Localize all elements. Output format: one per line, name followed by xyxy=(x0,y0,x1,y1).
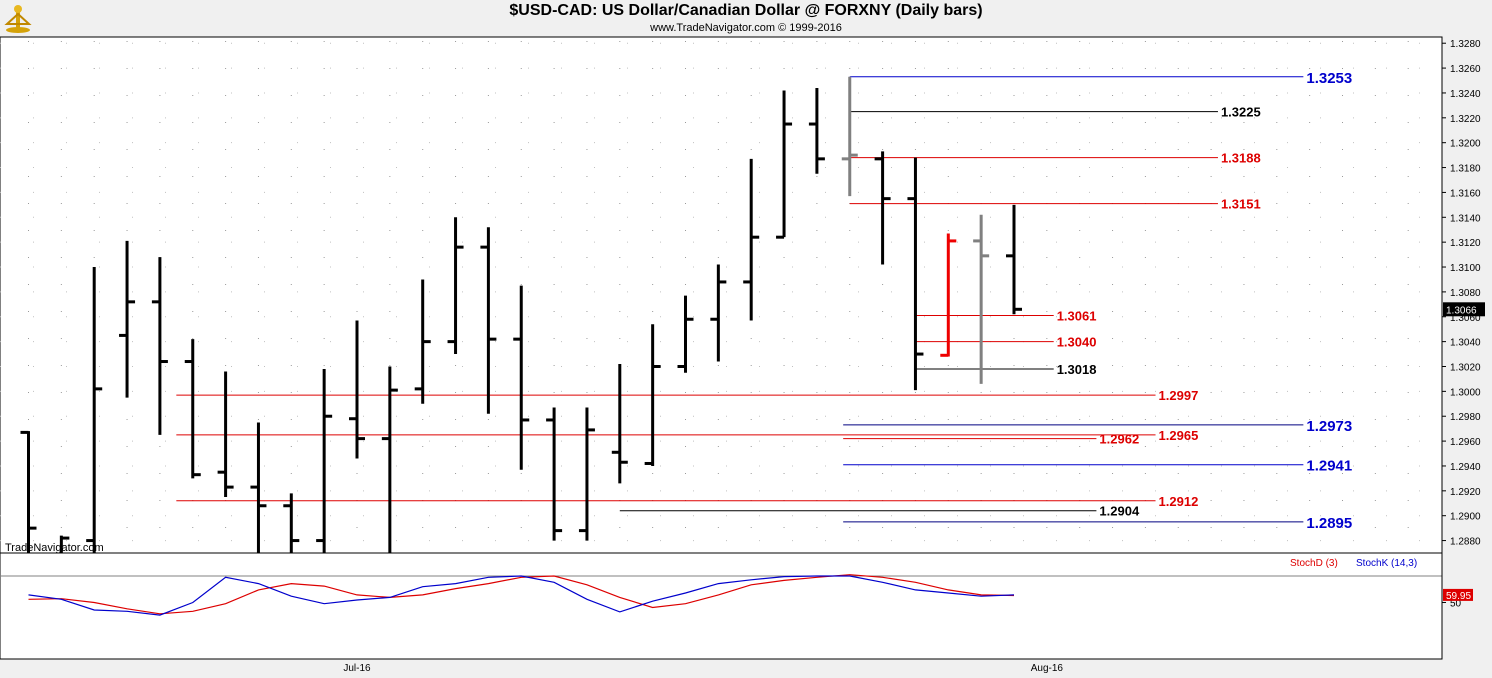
date-axis: Jul-16 Aug-16 xyxy=(343,663,1063,674)
level-label: 1.3188 xyxy=(1221,151,1261,166)
ohlc-bar xyxy=(414,279,431,404)
ohlc-bar xyxy=(217,371,234,498)
price-tick-label: 1.3000 xyxy=(1450,387,1481,398)
price-tick-label: 1.2900 xyxy=(1450,512,1481,523)
ohlc-bar xyxy=(513,285,530,470)
ohlc-bar xyxy=(644,324,661,466)
ohlc-bar xyxy=(250,422,267,553)
ohlc-bar xyxy=(59,535,70,553)
price-tick-label: 1.3200 xyxy=(1450,139,1481,150)
stoch-value-label: 59.95 xyxy=(1446,591,1471,602)
level-label: 1.3018 xyxy=(1057,362,1097,377)
stoch-k-legend: StochK (14,3) xyxy=(1356,558,1417,569)
price-bars xyxy=(20,76,1022,553)
chart-title: $USD-CAD: US Dollar/Canadian Dollar @ FO… xyxy=(509,2,983,19)
price-tick-label: 1.3280 xyxy=(1450,39,1481,50)
level-label: 1.2941 xyxy=(1306,458,1352,475)
price-tick-label: 1.3100 xyxy=(1450,263,1481,274)
level-label: 1.2904 xyxy=(1099,504,1140,519)
level-label: 1.3061 xyxy=(1057,309,1097,324)
ohlc-bar xyxy=(1006,204,1022,315)
price-tick-label: 1.3180 xyxy=(1450,164,1481,175)
ohlc-bar xyxy=(841,76,858,197)
ohlc-bar xyxy=(119,240,136,398)
ohlc-bar xyxy=(743,158,760,321)
level-label: 1.3040 xyxy=(1057,335,1097,350)
ohlc-bar xyxy=(381,366,398,553)
level-label: 1.2962 xyxy=(1099,432,1139,447)
stoch-tick-label: 50 xyxy=(1450,598,1462,609)
price-tick-label: 1.3240 xyxy=(1450,89,1481,100)
price-axis: 1.3280 1.3260 1.3240 1.3220 1.3200 1.3180 1.31… xyxy=(1442,39,1485,548)
tradenavigator-logo-icon xyxy=(3,2,33,39)
ohlc-bar xyxy=(480,227,497,414)
price-tick-label: 1.2920 xyxy=(1450,487,1481,498)
price-tick-label: 1.2980 xyxy=(1450,412,1481,423)
ohlc-bar xyxy=(611,364,628,484)
price-tick-label: 1.3040 xyxy=(1450,338,1481,349)
ohlc-bar xyxy=(184,339,201,479)
price-tick-label: 1.3060 xyxy=(1450,313,1481,324)
ohlc-bar xyxy=(283,493,300,553)
price-tick-label: 1.3220 xyxy=(1450,114,1481,125)
level-label: 1.3225 xyxy=(1221,105,1261,120)
date-label: Aug-16 xyxy=(1031,663,1064,674)
price-tick-label: 1.2940 xyxy=(1450,462,1481,473)
ohlc-bar xyxy=(546,407,563,541)
price-tick-label: 1.3260 xyxy=(1450,64,1481,75)
price-tick-label: 1.3120 xyxy=(1450,238,1481,249)
price-levels xyxy=(176,76,1304,523)
ohlc-bar xyxy=(677,295,694,373)
watermark: TradeNavigator.com xyxy=(5,542,104,554)
date-label: Jul-16 xyxy=(343,663,371,674)
ohlc-bar xyxy=(20,430,37,553)
ohlc-bar xyxy=(578,407,595,541)
stoch-k-line xyxy=(28,575,1015,616)
current-price-badge xyxy=(1443,302,1485,317)
level-label: 1.2965 xyxy=(1159,428,1199,443)
ohlc-bar xyxy=(973,214,990,384)
price-tick-label: 1.3160 xyxy=(1450,188,1481,199)
ohlc-bar xyxy=(151,257,168,435)
ohlc-bar xyxy=(86,267,103,553)
price-tick-label: 1.2880 xyxy=(1450,537,1481,548)
ohlc-bar xyxy=(940,233,957,357)
level-label: 1.3151 xyxy=(1221,197,1261,212)
ohlc-bar xyxy=(776,90,793,239)
level-label: 1.2912 xyxy=(1159,494,1199,509)
stoch-d-line xyxy=(28,574,1015,615)
ohlc-bar xyxy=(808,87,825,174)
chart-subtitle: www.TradeNavigator.com © 1999-2016 xyxy=(650,22,842,34)
level-label: 1.2895 xyxy=(1306,515,1352,532)
ohlc-bar xyxy=(316,368,333,553)
price-tick-label: 1.2960 xyxy=(1450,437,1481,448)
price-tick-label: 1.3020 xyxy=(1450,362,1481,373)
stoch-value-badge xyxy=(1443,588,1473,601)
ohlc-bar xyxy=(349,320,365,459)
price-panel-background xyxy=(0,36,1443,554)
level-label: 1.3253 xyxy=(1306,70,1352,87)
ohlc-bar xyxy=(710,264,727,362)
ohlc-bar xyxy=(874,151,891,265)
current-price-label: 1.3066 xyxy=(1446,305,1477,316)
price-tick-label: 1.3080 xyxy=(1450,288,1481,299)
level-label: 1.2973 xyxy=(1306,418,1352,435)
ohlc-bar xyxy=(447,217,464,355)
ohlc-bar xyxy=(907,157,924,391)
stoch-d-legend: StochD (3) xyxy=(1290,558,1338,569)
level-label: 1.2997 xyxy=(1159,388,1199,403)
price-tick-label: 1.3140 xyxy=(1450,213,1481,224)
stochastic-panel-background xyxy=(0,552,1443,660)
